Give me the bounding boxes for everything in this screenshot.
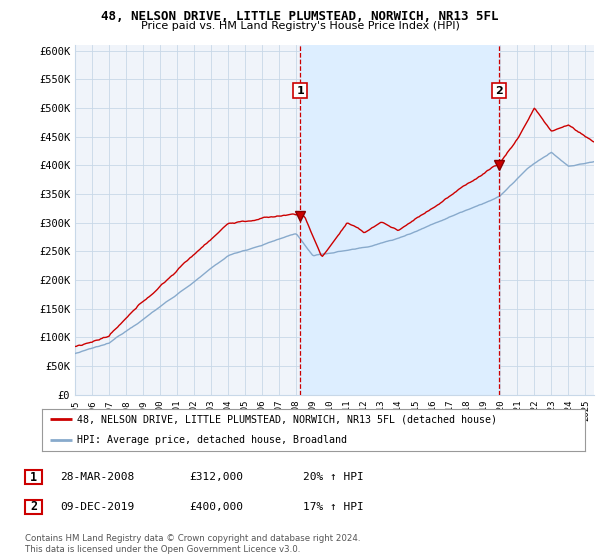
- Bar: [300, 45, 499, 395]
- Text: 2: 2: [495, 86, 503, 96]
- Text: 48, NELSON DRIVE, LITTLE PLUMSTEAD, NORWICH, NR13 5FL: 48, NELSON DRIVE, LITTLE PLUMSTEAD, NORW…: [101, 10, 499, 22]
- Text: £312,000: £312,000: [189, 472, 243, 482]
- Text: Contains HM Land Registry data © Crown copyright and database right 2024.: Contains HM Land Registry data © Crown c…: [25, 534, 361, 543]
- Text: £400,000: £400,000: [189, 502, 243, 512]
- Text: 1: 1: [30, 470, 37, 484]
- Text: HPI: Average price, detached house, Broadland: HPI: Average price, detached house, Broa…: [77, 435, 347, 445]
- Text: 20% ↑ HPI: 20% ↑ HPI: [303, 472, 364, 482]
- Text: 09-DEC-2019: 09-DEC-2019: [60, 502, 134, 512]
- Text: 17% ↑ HPI: 17% ↑ HPI: [303, 502, 364, 512]
- Text: 1: 1: [296, 86, 304, 96]
- Text: 28-MAR-2008: 28-MAR-2008: [60, 472, 134, 482]
- Text: 48, NELSON DRIVE, LITTLE PLUMSTEAD, NORWICH, NR13 5FL (detached house): 48, NELSON DRIVE, LITTLE PLUMSTEAD, NORW…: [77, 414, 497, 424]
- Text: This data is licensed under the Open Government Licence v3.0.: This data is licensed under the Open Gov…: [25, 545, 301, 554]
- Text: 2: 2: [30, 500, 37, 514]
- Text: Price paid vs. HM Land Registry's House Price Index (HPI): Price paid vs. HM Land Registry's House …: [140, 21, 460, 31]
